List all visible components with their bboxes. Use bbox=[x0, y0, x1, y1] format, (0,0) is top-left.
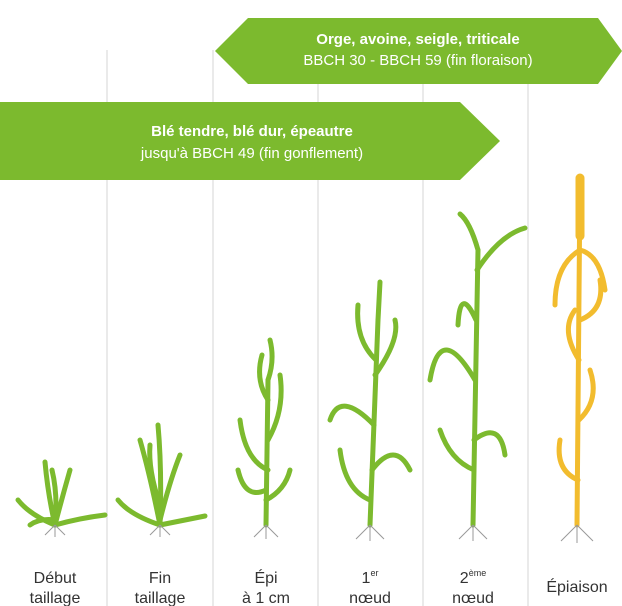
stage-label-main: 2 bbox=[460, 570, 469, 587]
stage-label: Épi bbox=[254, 568, 277, 587]
stage-label: 1er bbox=[362, 568, 379, 587]
plant bbox=[330, 282, 410, 525]
stage-label: nœud bbox=[349, 590, 391, 606]
stage-label: 2ème bbox=[460, 568, 486, 587]
banner-title: Blé tendre, blé dur, épeautre bbox=[151, 123, 353, 140]
stage-label-main: Épi bbox=[254, 568, 277, 587]
stage-label-main: Début bbox=[34, 570, 77, 587]
plant bbox=[555, 178, 605, 525]
stage-label: Fin bbox=[149, 570, 171, 587]
stage-label: à 1 cm bbox=[242, 590, 290, 606]
banner-arrow bbox=[215, 18, 622, 84]
stage-label-sup: er bbox=[370, 568, 378, 578]
stage-label: taillage bbox=[135, 590, 186, 606]
diagram: Orge, avoine, seigle, triticale BBCH 30 … bbox=[0, 0, 622, 606]
plant bbox=[118, 425, 205, 525]
stage-label: taillage bbox=[30, 590, 81, 606]
banner-title: Orge, avoine, seigle, triticale bbox=[316, 31, 519, 48]
stage-label-main: Épiaison bbox=[546, 577, 607, 596]
stage-label: Début bbox=[34, 570, 77, 587]
stage-label: nœud bbox=[452, 590, 494, 606]
roots bbox=[45, 525, 593, 543]
plant bbox=[238, 340, 290, 525]
stage-label-main: 1 bbox=[362, 570, 371, 587]
banner-subtitle: jusqu'à BBCH 49 (fin gonflement) bbox=[140, 145, 363, 162]
banner-subtitle: BBCH 30 - BBCH 59 (fin floraison) bbox=[303, 52, 532, 69]
plant bbox=[430, 214, 525, 525]
stage-label-sup: ème bbox=[469, 568, 487, 578]
stage-label-main: Fin bbox=[149, 570, 171, 587]
plant bbox=[18, 462, 105, 525]
banner-arrow bbox=[0, 102, 500, 180]
stage-label: Épiaison bbox=[546, 577, 607, 596]
